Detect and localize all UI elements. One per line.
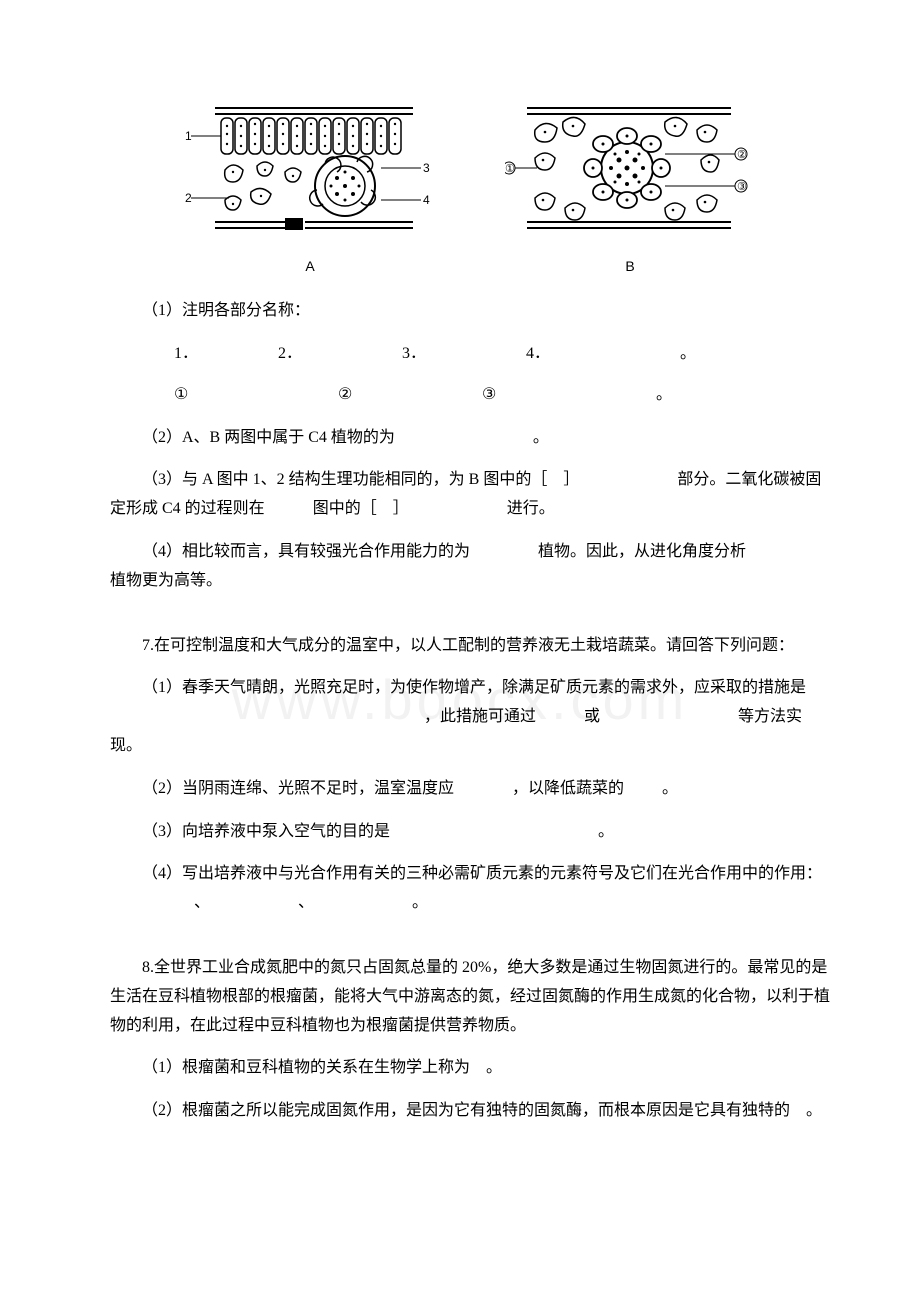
q6-l1-end: 。 [648,340,696,369]
label-a1: 1 [185,129,192,143]
q6-p4b: 植物。因此，从进化角度分析 [538,543,746,560]
label-a4: 4 [423,193,430,207]
q6-l1-4: 4． [494,340,644,369]
q6-l1-1: 1． [142,340,242,369]
q6-p3a: （3）与 A 图中 1、2 结构生理功能相同的，为 B 图中的［ ］ [142,471,579,488]
q6-p1: （1）注明各部分名称： [110,297,830,326]
figure-b: ① ② ③ B [505,100,755,279]
q6-line2: ① ② ③ 。 [110,381,830,410]
q7-p1: （1）春季天气晴朗，光照充足时，为使作物增产，除满足矿质元素的需求外，应采取的措… [110,674,830,760]
q7-p2a: （2）当阴雨连绵、光照不足时，温室温度应 [142,780,454,797]
palisade-cells [221,118,401,154]
q7-p3: （3）向培养液中泵入空气的目的是 。 [110,818,830,847]
q8-stem: 8.全世界工业合成氮肥中的氮只占固氮总量的 20%，绝大多数是通过生物固氮进行的… [110,954,830,1040]
q7-p4: （4）写出培养液中与光合作用有关的三种必需矿质元素的元素符号及它们在光合作用中的… [110,860,830,918]
q6-l2-1: ① [142,381,302,410]
q6-l2-2: ② [306,381,446,410]
q6-p4a: （4）相比较而言，具有较强光合作用能力的为 [142,543,470,560]
spongy-cells [225,162,301,210]
q7-p4d: 。 [412,894,428,911]
q6-line1: 1． 2． 3． 4． 。 [110,340,830,369]
q6-l2-end: 。 [624,381,672,410]
figure-a: 1 2 3 4 A [185,100,435,279]
q7-p4c: 、 [298,894,314,911]
figures-row: 1 2 3 4 A [110,100,830,279]
label-b1: ① [505,163,515,175]
label-b2: ② [737,149,747,161]
fig-a-caption: A [305,254,314,279]
q8-p2: （2）根瘤菌之所以能完成固氮作用，是因为它有独特的固氮酶，而根本原因是它具有独特… [110,1097,830,1126]
q6-l1-3: 3． [370,340,490,369]
q7-p1b: ，此措施可通过 [424,708,536,725]
q7-p2b: ，以降低蔬菜的 [512,780,624,797]
figure-a-svg: 1 2 3 4 [185,100,435,250]
q7-p3a: （3）向培养液中泵入空气的目的是 [142,823,390,840]
q6-p2: （2）A、B 两图中属于 C4 植物的为 。 [110,424,830,453]
vein-a [310,156,376,216]
q7-stem: 7.在可控制温度和大气成分的温室中，以人工配制的营养液无土栽培蔬菜。请回答下列问… [110,632,830,661]
q8-p1: （1）根瘤菌和豆科植物的关系在生物学上称为 。 [110,1054,830,1083]
q6-p3: （3）与 A 图中 1、2 结构生理功能相同的，为 B 图中的［ ］ 部分。二氧… [110,466,830,524]
q7-p3b: 。 [598,823,614,840]
fig-b-caption: B [625,254,634,279]
q7-p1a: （1）春季天气晴朗，光照充足时，为使作物增产，除满足矿质元素的需求外，应采取的措… [142,679,806,696]
figure-b-svg: ① ② ③ [505,100,755,250]
q6-p3c: 图中的［ ］ [313,500,409,517]
q7-p4b: 、 [194,894,210,911]
q6-p3d: 进行。 [507,500,555,517]
label-a3: 3 [423,161,430,175]
vein-b [584,128,670,208]
q6-p4c: 植物更为高等。 [110,572,222,589]
q6-l2-3: ③ [450,381,620,410]
q7-p2c: 。 [662,780,678,797]
q7-p4a: （4）写出培养液中与光合作用有关的三种必需矿质元素的元素符号及它们在光合作用中的… [142,865,822,882]
q6-p2end: 。 [533,429,549,446]
q6-p4: （4）相比较而言，具有较强光合作用能力的为 植物。因此，从进化角度分析 植物更为… [110,538,830,596]
q7-p2: （2）当阴雨连绵、光照不足时，温室温度应 ，以降低蔬菜的 。 [110,775,830,804]
q6-l1-2: 2． [246,340,366,369]
label-b3: ③ [737,181,747,193]
q7-p1c: 或 [584,708,600,725]
q6-p2a: （2）A、B 两图中属于 C4 植物的为 [142,429,395,446]
label-a2: 2 [185,191,192,205]
